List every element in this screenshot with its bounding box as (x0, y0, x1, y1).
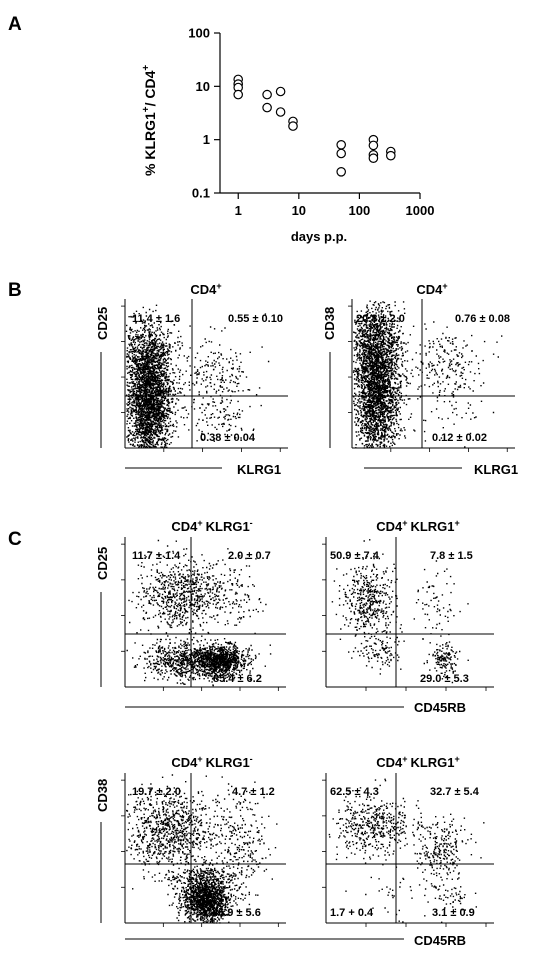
facs-plot-b-cd25: CD4+ 11.4 ± 1.6 0.55 ± 0.10 0.38 ± 0.04 … (95, 281, 288, 477)
y-axis-label: % KLRG1+/ CD4+ (141, 65, 158, 176)
quadrant-ur: 7.8 ± 1.5 (430, 550, 473, 562)
facs-row-cd25: CD4+ KLRG1- 11.7 ± 1.4 2.0 ± 0.7 85.4 ± 6… (95, 518, 494, 715)
y-tick-label: 0.1 (192, 186, 210, 201)
dot-plot (322, 773, 494, 927)
dot-plot (121, 299, 288, 452)
scatter-chart: 0.1 1 10 100 1 10 100 1000 (188, 26, 434, 219)
dot-plot (121, 773, 286, 927)
quadrant-lr: 0.38 ± 0.04 (200, 432, 256, 444)
x-tick-label: 1000 (406, 203, 435, 218)
dot-plot (121, 537, 286, 691)
y-axis-label: CD38 (95, 779, 110, 812)
data-point (336, 140, 346, 150)
x-tick-label: 10 (292, 203, 306, 218)
event-dots (126, 774, 278, 924)
quadrant-lr: 29.0 ± 5.3 (420, 673, 469, 685)
quadrant-ur: 0.55 ± 0.10 (228, 313, 283, 325)
data-point (262, 102, 272, 113)
data-point (336, 148, 346, 159)
y-tick-label: 100 (188, 26, 210, 41)
x-axis-label: KLRG1 (474, 462, 518, 477)
y-tick-label: 10 (196, 79, 210, 94)
plot-title: CD4+ (190, 281, 221, 297)
data-point (336, 167, 346, 177)
data-point (368, 153, 379, 163)
data-points (233, 74, 396, 177)
panel-a-letter: A (8, 14, 22, 35)
dot-plot (348, 299, 515, 452)
x-tick-label: 100 (349, 203, 371, 218)
event-dots (125, 304, 270, 449)
quadrant-ul: 11.7 ± 1.4 (132, 550, 181, 562)
data-point (275, 86, 286, 97)
quadrant-ur: 0.76 ± 0.08 (455, 313, 510, 325)
plot-title: CD4+ KLRG1+ (376, 518, 460, 534)
quadrant-ul: 20.8 ± 2.0 (356, 313, 405, 325)
data-point (368, 140, 379, 151)
y-axis-label: CD25 (95, 307, 110, 340)
x-tick-label: 1 (235, 203, 242, 218)
quadrant-ul: 50.9 ± 7.4 (330, 550, 380, 562)
event-dots (331, 539, 469, 684)
panel-b-letter: B (8, 280, 22, 301)
data-point (288, 121, 298, 131)
panel-c-letter: C (8, 529, 22, 550)
quadrant-ll: 1.7 + 0.4 (330, 907, 374, 919)
plot-title: CD4+ KLRG1- (171, 754, 252, 770)
y-tick-label: 1 (203, 132, 210, 147)
quadrant-lr: 85.4 ± 6.2 (213, 673, 262, 685)
y-axis-label: CD38 (322, 307, 337, 340)
plot-title: CD4+ (416, 281, 447, 297)
quadrant-lr: 46.9 ± 5.6 (212, 907, 261, 919)
quadrant-ul: 11.4 ± 1.6 (132, 313, 180, 325)
x-axis-label: days p.p. (291, 229, 347, 244)
x-ticks: 1 10 100 1000 (235, 193, 435, 218)
quadrant-lr: 3.1 ± 0.9 (432, 907, 475, 919)
quadrant-lr: 0.12 ± 0.02 (432, 432, 487, 444)
event-dots (126, 539, 272, 687)
data-point (233, 89, 243, 100)
x-axis-label: CD45RB (414, 700, 466, 715)
facs-row-cd38: CD4+ KLRG1- 19.7 ± 2.0 4.7 ± 1.2 46.9 ± 5… (95, 754, 494, 948)
x-axis-label: CD45RB (414, 933, 466, 948)
plot-title: CD4+ KLRG1- (171, 518, 252, 534)
quadrant-ur: 4.7 ± 1.2 (232, 786, 275, 798)
y-ticks: 0.1 1 10 100 (188, 26, 220, 201)
quadrant-ur: 2.0 ± 0.7 (228, 550, 271, 562)
data-point (275, 107, 286, 117)
quadrant-ul: 19.7 ± 2.0 (132, 786, 181, 798)
plot-title: CD4+ KLRG1+ (376, 754, 460, 770)
event-dots (328, 778, 485, 923)
y-axis-label: CD25 (95, 547, 110, 580)
x-axis-label: KLRG1 (237, 462, 281, 477)
quadrant-ul: 62.5 ± 4.3 (330, 786, 379, 798)
data-point (385, 150, 396, 161)
dot-plot (322, 537, 494, 691)
quadrant-ur: 32.7 ± 5.4 (430, 786, 480, 798)
event-dots (352, 300, 503, 449)
facs-plot-b-cd38: CD4+ 20.8 ± 2.0 0.76 ± 0.08 0.12 ± 0.02 … (322, 281, 518, 477)
data-point (262, 89, 272, 100)
